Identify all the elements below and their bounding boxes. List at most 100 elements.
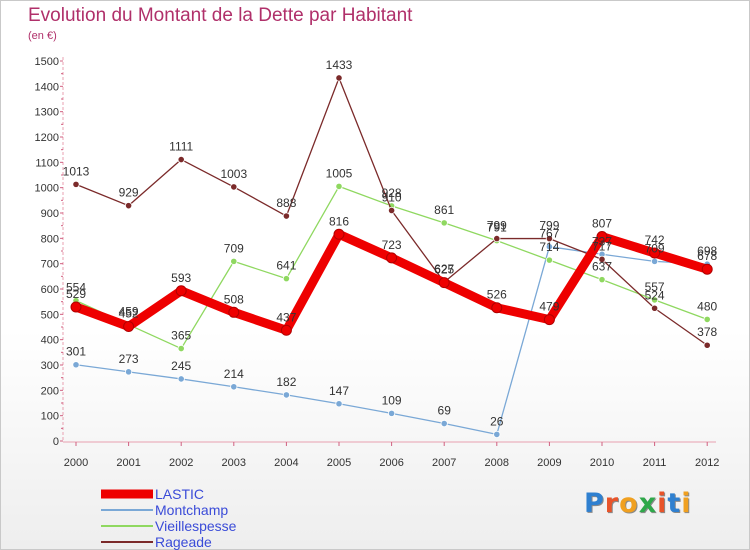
data-label-montchamp: 709 bbox=[645, 241, 665, 255]
y-tick-label: 600 bbox=[41, 284, 59, 296]
data-point-rageade bbox=[230, 183, 238, 191]
data-label-lastic: 452 bbox=[119, 306, 139, 320]
legend-swatch bbox=[101, 541, 153, 543]
data-point-montchamp bbox=[230, 383, 238, 391]
data-point-vieillespesse bbox=[335, 182, 343, 190]
data-label-vieillespesse: 554 bbox=[66, 281, 86, 295]
data-point-montchamp bbox=[125, 368, 133, 376]
data-point-rageade bbox=[177, 155, 185, 164]
data-point-rageade bbox=[282, 212, 290, 220]
data-label-lastic: 816 bbox=[329, 214, 349, 228]
data-label-lastic: 437 bbox=[276, 310, 296, 324]
data-label-rageade: 1433 bbox=[326, 58, 353, 72]
data-label-rageade: 1111 bbox=[169, 140, 193, 154]
data-label-montchamp: 109 bbox=[382, 393, 402, 407]
y-tick-label: 1200 bbox=[35, 132, 59, 144]
data-label-rageade: 627 bbox=[434, 262, 454, 276]
y-tick-label: 500 bbox=[41, 309, 59, 321]
legend-label: Rageade bbox=[155, 534, 212, 550]
legend-label: Vieillespesse bbox=[155, 518, 237, 534]
data-point-montchamp bbox=[650, 257, 659, 265]
data-point-vieillespesse bbox=[598, 276, 606, 284]
data-point-lastic bbox=[386, 252, 398, 264]
data-label-vieillespesse: 557 bbox=[645, 280, 665, 294]
legend-label: LASTIC bbox=[155, 486, 205, 502]
data-point-montchamp bbox=[177, 375, 185, 383]
data-label-montchamp: 69 bbox=[438, 404, 452, 418]
data-point-montchamp bbox=[72, 361, 80, 369]
data-label-vieillespesse: 714 bbox=[539, 240, 559, 254]
data-label-lastic: 508 bbox=[224, 292, 244, 306]
x-tick-label: 2005 bbox=[327, 457, 351, 469]
logo-letter: t bbox=[667, 488, 682, 519]
data-label-lastic: 723 bbox=[382, 238, 402, 252]
data-point-lastic bbox=[70, 301, 82, 313]
y-tick-label: 300 bbox=[41, 360, 59, 372]
data-label-rageade: 799 bbox=[487, 219, 507, 233]
data-label-montchamp: 214 bbox=[224, 367, 244, 381]
data-point-vieillespesse bbox=[545, 256, 554, 264]
data-point-rageade bbox=[335, 74, 343, 82]
data-point-lastic bbox=[280, 324, 292, 336]
data-label-vieillespesse: 709 bbox=[224, 241, 244, 255]
data-point-rageade bbox=[545, 234, 554, 243]
data-point-lastic bbox=[543, 314, 555, 326]
data-point-lastic bbox=[596, 231, 608, 243]
data-point-rageade bbox=[598, 255, 606, 263]
data-label-vieillespesse: 480 bbox=[697, 299, 717, 313]
x-tick-label: 2012 bbox=[695, 457, 719, 469]
data-label-vieillespesse: 641 bbox=[276, 259, 296, 273]
logo-letter: o bbox=[619, 488, 639, 519]
x-tick-label: 2008 bbox=[485, 457, 509, 469]
data-point-montchamp bbox=[493, 430, 501, 439]
y-tick-label: 700 bbox=[41, 259, 59, 271]
x-tick-label: 2007 bbox=[432, 457, 456, 469]
chart-unit-label: (en €) bbox=[28, 30, 57, 42]
x-tick-label: 2009 bbox=[537, 457, 561, 469]
data-label-rageade: 888 bbox=[276, 196, 296, 210]
logo-letter: P bbox=[584, 488, 605, 519]
data-label-vieillespesse: 791 bbox=[487, 221, 507, 235]
legend-item-lastic: LASTIC bbox=[101, 486, 301, 502]
legend-swatch bbox=[101, 525, 153, 527]
y-tick-label: 100 bbox=[41, 411, 59, 423]
data-label-rageade: 1013 bbox=[63, 164, 90, 178]
data-point-vieillespesse bbox=[703, 315, 711, 323]
data-label-montchamp: 737 bbox=[592, 234, 612, 248]
data-point-rageade bbox=[650, 304, 659, 312]
logo-letter: x bbox=[638, 488, 658, 519]
y-tick-label: 1100 bbox=[35, 157, 59, 169]
data-label-vieillespesse: 365 bbox=[171, 329, 191, 343]
data-point-montchamp bbox=[545, 243, 554, 251]
data-label-lastic: 742 bbox=[645, 233, 665, 247]
y-tick-label: 1000 bbox=[35, 183, 59, 195]
y-tick-label: 1500 bbox=[35, 56, 59, 68]
y-tick-label: 1300 bbox=[35, 107, 59, 119]
data-label-rageade: 378 bbox=[697, 325, 717, 339]
data-label-rageade: 799 bbox=[539, 219, 559, 233]
data-point-lastic bbox=[123, 320, 135, 332]
data-label-montchamp: 147 bbox=[329, 384, 349, 398]
data-label-vieillespesse: 637 bbox=[592, 260, 612, 274]
data-point-vieillespesse bbox=[440, 219, 448, 227]
data-label-montchamp: 245 bbox=[171, 359, 191, 373]
x-tick-label: 2004 bbox=[274, 457, 298, 469]
data-label-rageade: 910 bbox=[382, 190, 402, 204]
data-label-lastic: 625 bbox=[434, 263, 454, 277]
data-label-rageade: 717 bbox=[592, 239, 612, 253]
data-label-lastic: 526 bbox=[487, 288, 507, 302]
data-label-montchamp: 182 bbox=[276, 375, 296, 389]
data-point-rageade bbox=[493, 234, 501, 243]
data-point-rageade bbox=[387, 206, 396, 215]
data-label-vieillespesse: 1005 bbox=[326, 166, 353, 180]
data-point-lastic bbox=[701, 263, 713, 275]
x-tick-label: 2011 bbox=[643, 457, 667, 469]
data-label-rageade: 1003 bbox=[220, 167, 247, 181]
x-tick-label: 2000 bbox=[64, 457, 88, 469]
x-tick-label: 2006 bbox=[379, 457, 403, 469]
data-label-montchamp: 273 bbox=[119, 352, 139, 366]
data-point-montchamp bbox=[335, 400, 343, 408]
data-point-lastic bbox=[649, 247, 661, 259]
data-label-lastic: 529 bbox=[66, 287, 86, 301]
